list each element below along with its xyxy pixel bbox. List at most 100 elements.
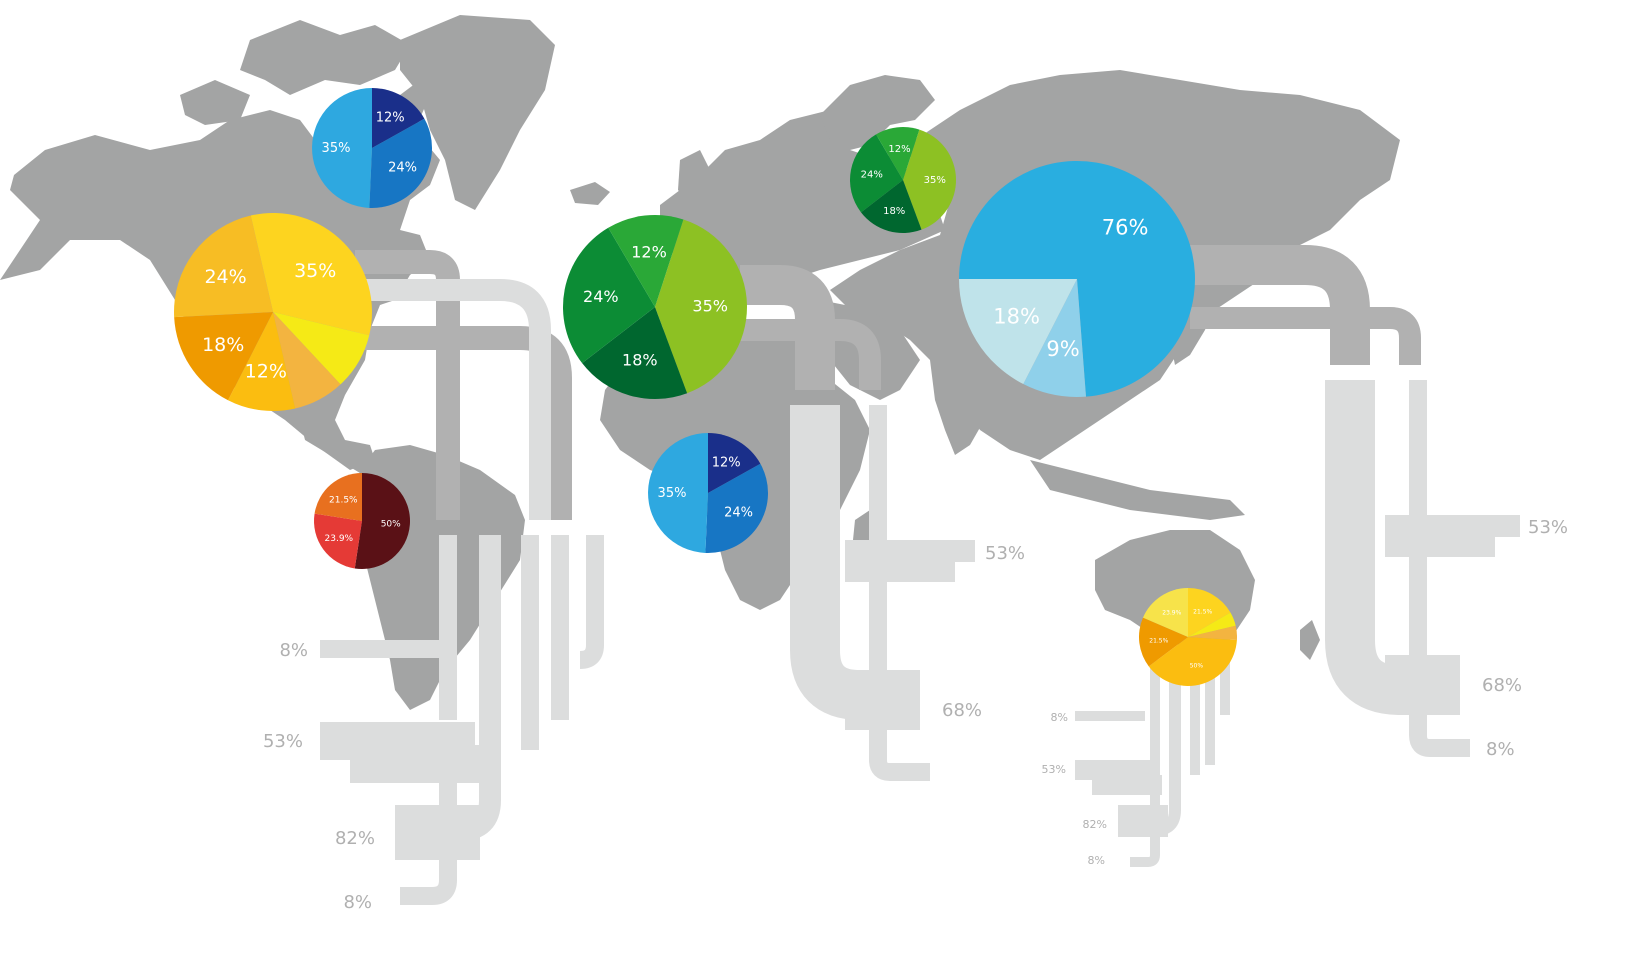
pie-slice (562, 227, 655, 364)
pie-slice-label: 12% (631, 243, 667, 262)
pie-slice-label: 35% (658, 486, 687, 501)
land-india (930, 360, 1000, 455)
land-iceland (570, 182, 610, 205)
pie-slice-label: 35% (924, 175, 946, 186)
pie-slice-label: 35% (692, 296, 728, 315)
pie-slice (174, 215, 273, 318)
pie-slice (372, 88, 425, 148)
pie-slice (1139, 617, 1188, 667)
bar-aus-8a (1075, 711, 1145, 721)
pie-slice (1188, 588, 1231, 637)
pie-slice (861, 180, 922, 234)
pipe-asia-light-2 (1409, 380, 1470, 757)
pipe-americas-light-6 (579, 535, 604, 669)
pie-slice (174, 312, 273, 401)
pie-slice (655, 219, 747, 394)
land-europe (660, 110, 945, 300)
pie-slice (312, 88, 372, 208)
pie-north-america: 35% 12%18% 24% (174, 213, 373, 411)
pie-slice-label: 35% (322, 141, 351, 156)
pie-slice-label: 18% (883, 206, 905, 217)
land-arctic-islands-2 (180, 80, 250, 125)
land-uk (678, 150, 710, 205)
pie-slice-label: 23.9% (325, 534, 354, 544)
pie-slice (708, 433, 761, 493)
land-southeast-asia (1030, 460, 1245, 520)
pie-slice-label: 24% (724, 506, 753, 521)
bar-aus-53b (1092, 775, 1162, 795)
label-asia-53: 53% (1528, 517, 1568, 538)
pie-slice (273, 312, 370, 385)
pipe-aus-2 (1120, 660, 1181, 836)
pie-slice (608, 214, 684, 307)
label-aus-8a: 8% (1051, 711, 1068, 724)
pie-australia: 21.5% 50% 21.5% 23.9% (1139, 588, 1238, 687)
pie-slice-label: 18% (993, 304, 1040, 328)
bar-africa-53b (845, 560, 955, 582)
bar-asia-53b (1385, 535, 1495, 557)
pie-slice (705, 463, 769, 553)
bar-africa-68 (845, 680, 920, 730)
pie-slice-label: 21.5% (329, 495, 358, 505)
pie-slice (250, 213, 373, 336)
label-aus-82: 82% (1083, 818, 1107, 831)
pie-slice-label: 18% (622, 351, 658, 370)
pie-slice (314, 473, 362, 521)
label-asia-8: 8% (1486, 739, 1515, 760)
bar-americas-53b (350, 745, 480, 783)
pie-north-america-north: 12% 24% 35% (312, 88, 433, 208)
label-americas-8a: 8% (279, 640, 308, 661)
pies: 12%24%35%35%12%18%24%50%23.9%21.5%35%18%… (174, 88, 1238, 687)
land-scandinavia (820, 75, 935, 150)
pie-slice (354, 472, 411, 569)
pie-slice (850, 134, 903, 213)
pie-slice (273, 312, 341, 409)
pipe-labels: 8% 53% 82% 8% 53% 68% 53% 68% 8% 8% 53% … (263, 517, 1568, 913)
pie-africa: 12% 24% 35% (648, 433, 769, 553)
pie-slice-label: 18% (202, 334, 244, 356)
pipe-africa-light-2 (869, 405, 930, 781)
pie-south-america: 50% 23.9% 21.5% (313, 472, 411, 569)
pie-slice (313, 513, 362, 569)
pie-slice-label: 50% (381, 519, 401, 529)
pie-slice (1142, 588, 1188, 637)
pie-slice (1023, 279, 1086, 398)
pipes (320, 245, 1520, 905)
pie-slice (1148, 637, 1237, 687)
label-americas-82: 82% (335, 828, 375, 849)
pie-slice (1188, 612, 1236, 637)
label-aus-8b: 8% (1088, 854, 1105, 867)
pie-slice-label: 12% (245, 361, 287, 383)
label-americas-53: 53% (263, 731, 303, 752)
pie-slice-label: 9% (1046, 337, 1079, 361)
bar-asia-68 (1385, 655, 1460, 705)
bar-africa-53a (845, 540, 975, 562)
bar-asia-53a (1385, 515, 1520, 537)
label-africa-68: 68% (942, 700, 982, 721)
label-americas-8b: 8% (343, 892, 372, 913)
pie-slice-label: 12% (888, 144, 910, 155)
pie-slice (369, 118, 433, 208)
pipe-americas-light-1 (360, 279, 551, 520)
pie-slice (582, 307, 688, 399)
pipe-europe-dark-2 (740, 319, 881, 390)
bar-aus-82 (1118, 805, 1168, 837)
pie-slice (1188, 625, 1238, 641)
pie-slice-label: 12% (712, 456, 741, 471)
pie-europe: 35% 18% 24% 12% (562, 214, 747, 399)
pie-slice-label: 23.9% (1162, 610, 1181, 617)
pie-slice (959, 161, 1195, 397)
label-aus-53: 53% (1042, 763, 1066, 776)
pie-slice (959, 279, 1077, 385)
pie-slice (876, 126, 920, 180)
pie-slice-label: 21.5% (1149, 638, 1168, 645)
pie-slice-label: 24% (583, 287, 619, 306)
land-arctic-islands (240, 20, 410, 95)
pipe-asia-dark-2 (1190, 307, 1421, 365)
pie-slice-label: 24% (204, 266, 246, 288)
bar-americas-82 (395, 805, 480, 860)
label-africa-53: 53% (985, 543, 1025, 564)
pie-slice (648, 433, 708, 553)
